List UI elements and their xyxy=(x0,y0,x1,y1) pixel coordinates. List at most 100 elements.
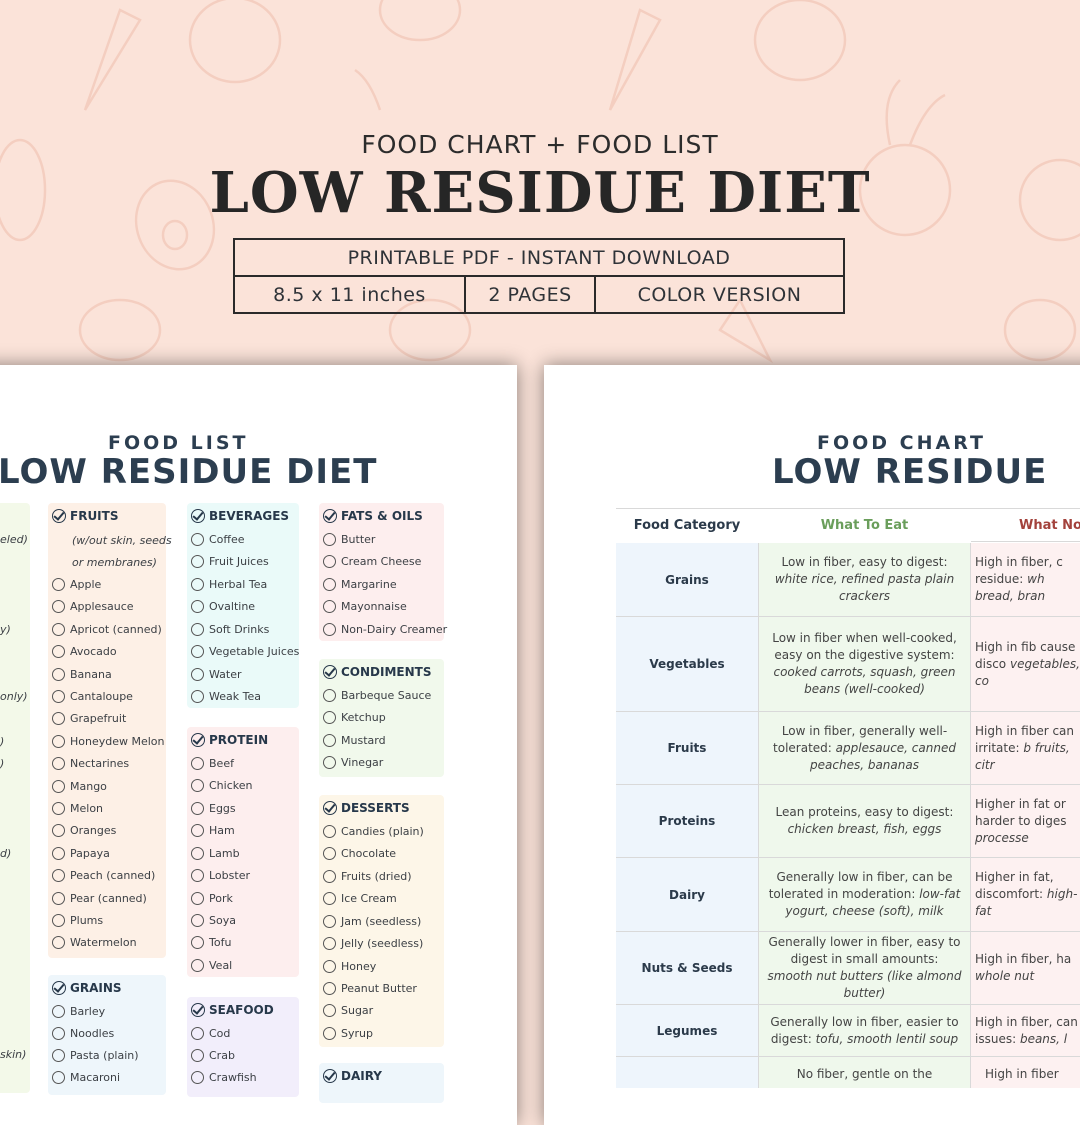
checkbox-circle-icon[interactable] xyxy=(323,937,336,950)
checkbox-circle-icon[interactable] xyxy=(191,847,204,860)
checkbox-circle-icon[interactable] xyxy=(323,960,336,973)
checklist-item[interactable]: Chicken xyxy=(191,779,252,792)
checkbox-circle-icon[interactable] xyxy=(191,690,204,703)
checkbox-circle-icon[interactable] xyxy=(52,1027,65,1040)
checklist-item[interactable]: Mayonnaise xyxy=(323,600,407,613)
checklist-item[interactable]: Melon xyxy=(52,802,103,815)
checkbox-circle-icon[interactable] xyxy=(52,869,65,882)
checkbox-circle-icon[interactable] xyxy=(323,533,336,546)
checkbox-circle-icon[interactable] xyxy=(323,1027,336,1040)
checkbox-circle-icon[interactable] xyxy=(323,734,336,747)
checkbox-circle-icon[interactable] xyxy=(323,847,336,860)
checklist-item[interactable]: Pasta (plain) xyxy=(52,1049,139,1062)
checkbox-circle-icon[interactable] xyxy=(191,914,204,927)
checkbox-circle-icon[interactable] xyxy=(191,824,204,837)
checklist-item[interactable]: Applesauce xyxy=(52,600,134,613)
checklist-item[interactable]: Mustard xyxy=(323,734,386,747)
checklist-item[interactable]: Weak Tea xyxy=(191,690,261,703)
checkbox-circle-icon[interactable] xyxy=(191,645,204,658)
checkbox-circle-icon[interactable] xyxy=(52,578,65,591)
checklist-item[interactable]: Syrup xyxy=(323,1027,373,1040)
checkbox-circle-icon[interactable] xyxy=(52,735,65,748)
checkbox-circle-icon[interactable] xyxy=(52,892,65,905)
checklist-item[interactable]: Jam (seedless) xyxy=(323,915,421,928)
checklist-item[interactable]: Soya xyxy=(191,914,236,927)
checkbox-circle-icon[interactable] xyxy=(52,645,65,658)
checkbox-circle-icon[interactable] xyxy=(323,915,336,928)
checkbox-circle-icon[interactable] xyxy=(52,757,65,770)
checkbox-circle-icon[interactable] xyxy=(323,982,336,995)
checklist-item[interactable]: Avocado xyxy=(52,645,117,658)
checkbox-circle-icon[interactable] xyxy=(323,1004,336,1017)
checklist-item[interactable]: Barley xyxy=(52,1005,105,1018)
checklist-item[interactable]: Vinegar xyxy=(323,756,383,769)
checklist-item[interactable]: Honey xyxy=(323,960,376,973)
checklist-item[interactable]: Crawfish xyxy=(191,1071,257,1084)
checkbox-circle-icon[interactable] xyxy=(52,1005,65,1018)
checkbox-circle-icon[interactable] xyxy=(191,892,204,905)
checklist-item[interactable]: Cantaloupe xyxy=(52,690,133,703)
checklist-item[interactable]: Fruit Juices xyxy=(191,555,269,568)
checkbox-circle-icon[interactable] xyxy=(191,533,204,546)
checklist-item[interactable]: Barbeque Sauce xyxy=(323,689,431,702)
checkbox-circle-icon[interactable] xyxy=(52,600,65,613)
checklist-item[interactable]: Candies (plain) xyxy=(323,825,424,838)
checkbox-circle-icon[interactable] xyxy=(52,936,65,949)
checklist-item[interactable]: Margarine xyxy=(323,578,397,591)
checklist-item[interactable]: Lamb xyxy=(191,847,240,860)
checklist-item[interactable]: Eggs xyxy=(191,802,236,815)
checklist-item[interactable]: Macaroni xyxy=(52,1071,120,1084)
checklist-item[interactable]: Noodles xyxy=(52,1027,114,1040)
checklist-item[interactable]: Plums xyxy=(52,914,103,927)
checkbox-circle-icon[interactable] xyxy=(191,869,204,882)
checklist-item[interactable]: Fruits (dried) xyxy=(323,870,412,883)
checkbox-circle-icon[interactable] xyxy=(52,802,65,815)
checklist-item[interactable]: Pear (canned) xyxy=(52,892,147,905)
checkbox-circle-icon[interactable] xyxy=(191,802,204,815)
checkbox-circle-icon[interactable] xyxy=(52,847,65,860)
checkbox-circle-icon[interactable] xyxy=(52,623,65,636)
checklist-item[interactable]: Tofu xyxy=(191,936,231,949)
checkbox-circle-icon[interactable] xyxy=(323,870,336,883)
checkbox-circle-icon[interactable] xyxy=(191,600,204,613)
checklist-item[interactable]: Cod xyxy=(191,1027,230,1040)
checkbox-circle-icon[interactable] xyxy=(191,1027,204,1040)
checklist-item[interactable]: Ham xyxy=(191,824,235,837)
checkbox-circle-icon[interactable] xyxy=(52,1049,65,1062)
checklist-item[interactable]: Mango xyxy=(52,780,107,793)
checkbox-circle-icon[interactable] xyxy=(191,959,204,972)
checklist-item[interactable]: Vegetable Juices xyxy=(191,645,299,658)
checkbox-circle-icon[interactable] xyxy=(52,1071,65,1084)
checkbox-circle-icon[interactable] xyxy=(52,690,65,703)
checkbox-circle-icon[interactable] xyxy=(191,555,204,568)
checkbox-circle-icon[interactable] xyxy=(323,689,336,702)
checklist-item[interactable]: Grapefruit xyxy=(52,712,126,725)
checklist-item[interactable]: Sugar xyxy=(323,1004,373,1017)
checklist-item[interactable]: Crab xyxy=(191,1049,235,1062)
checklist-item[interactable]: Veal xyxy=(191,959,232,972)
checkbox-circle-icon[interactable] xyxy=(191,936,204,949)
checkbox-circle-icon[interactable] xyxy=(323,711,336,724)
checkbox-circle-icon[interactable] xyxy=(191,578,204,591)
checkbox-circle-icon[interactable] xyxy=(191,779,204,792)
checkbox-circle-icon[interactable] xyxy=(323,555,336,568)
checklist-item[interactable]: Lobster xyxy=(191,869,250,882)
checkbox-circle-icon[interactable] xyxy=(191,1049,204,1062)
checklist-item[interactable]: Honeydew Melon xyxy=(52,735,165,748)
checkbox-circle-icon[interactable] xyxy=(191,1071,204,1084)
checklist-item[interactable]: Watermelon xyxy=(52,936,137,949)
checklist-item[interactable]: Cream Cheese xyxy=(323,555,421,568)
checkbox-circle-icon[interactable] xyxy=(323,825,336,838)
checkbox-circle-icon[interactable] xyxy=(52,712,65,725)
checkbox-circle-icon[interactable] xyxy=(52,914,65,927)
checklist-item[interactable]: Beef xyxy=(191,757,234,770)
checkbox-circle-icon[interactable] xyxy=(323,600,336,613)
checklist-item[interactable]: Oranges xyxy=(52,824,116,837)
checkbox-circle-icon[interactable] xyxy=(323,623,336,636)
checklist-item[interactable]: Non-Dairy Creamer xyxy=(323,623,447,636)
checkbox-circle-icon[interactable] xyxy=(191,668,204,681)
checklist-item[interactable]: Coffee xyxy=(191,533,245,546)
checklist-item[interactable]: Peach (canned) xyxy=(52,869,155,882)
checklist-item[interactable]: Soft Drinks xyxy=(191,623,269,636)
checklist-item[interactable]: Peanut Butter xyxy=(323,982,417,995)
